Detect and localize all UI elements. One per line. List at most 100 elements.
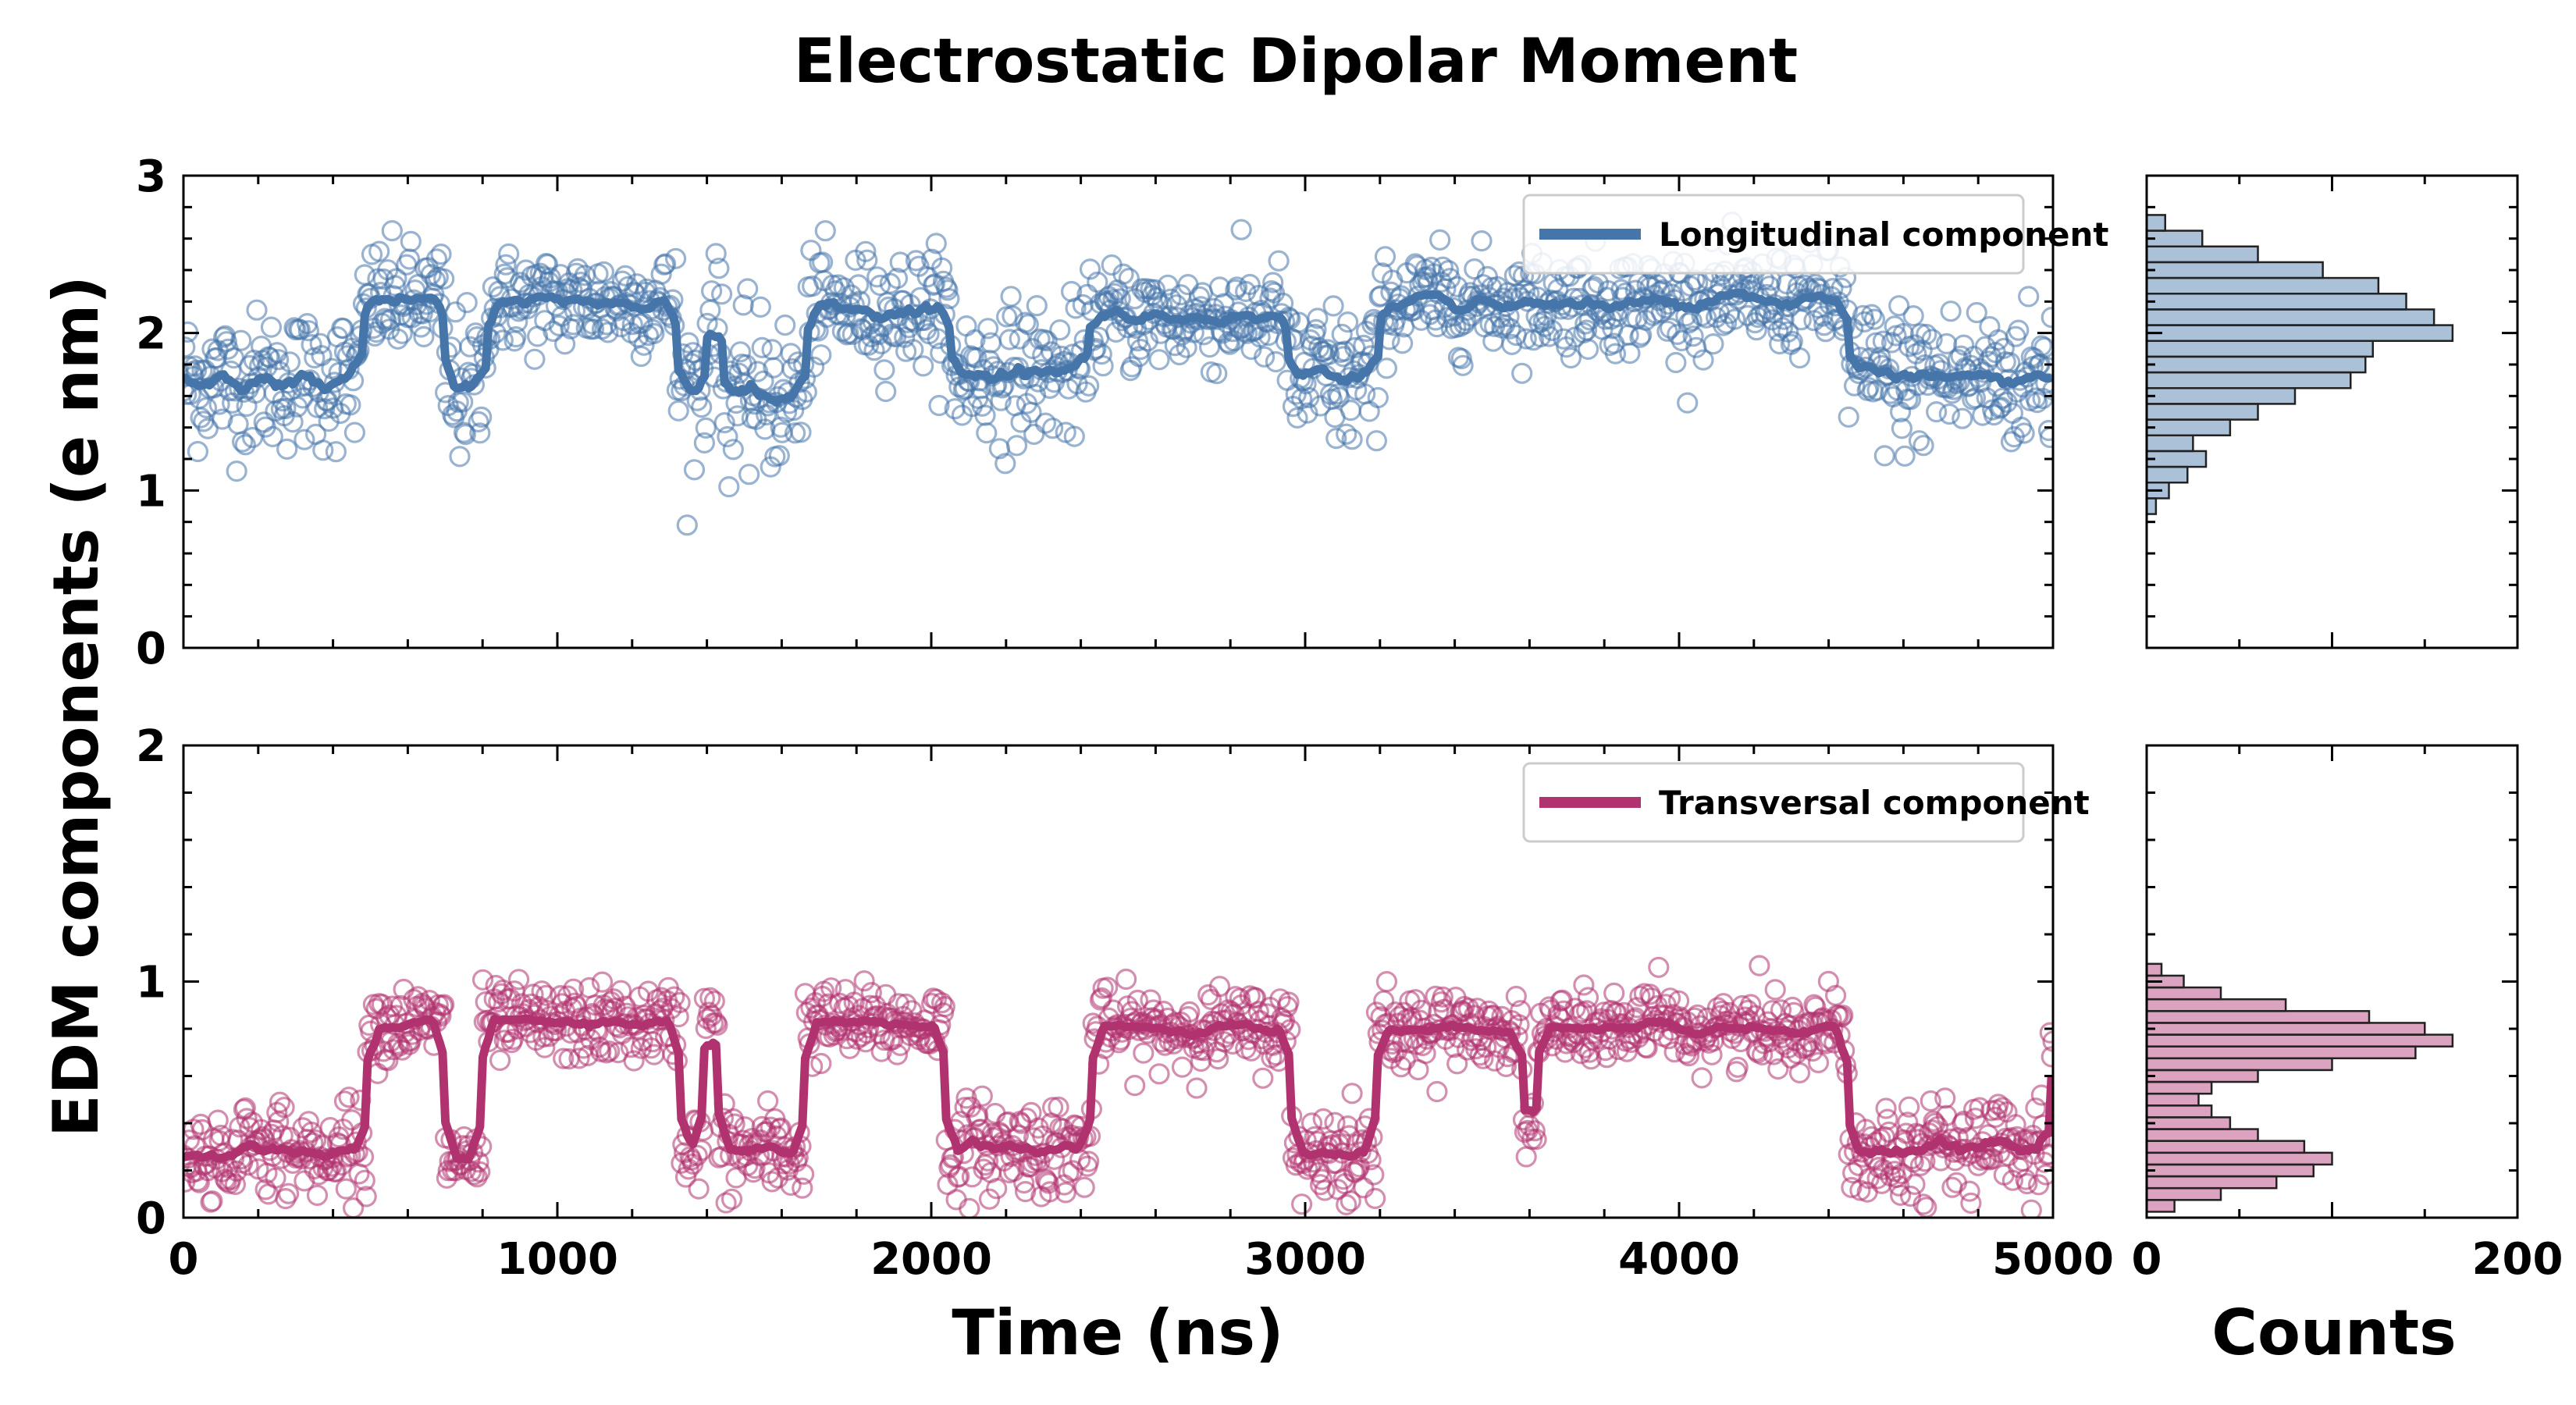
- data-point: [1341, 429, 1363, 450]
- data-point: [1328, 386, 1350, 408]
- data-point: [1993, 337, 2015, 359]
- legend-box: [1522, 194, 2025, 275]
- data-point: [240, 372, 262, 394]
- data-point: [1404, 989, 1426, 1011]
- data-point: [792, 1177, 813, 1199]
- data-point: [278, 1183, 300, 1204]
- data-point: [524, 348, 546, 370]
- data-point: [1745, 319, 1767, 341]
- data-point: [306, 1184, 329, 1207]
- data-point: [1078, 1151, 1100, 1172]
- data-point: [1486, 276, 1508, 297]
- data-point: [2041, 1046, 2053, 1068]
- data-point: [338, 1087, 360, 1108]
- data-point: [297, 1111, 319, 1133]
- data-point: [282, 411, 304, 433]
- data-point: [1353, 1177, 1375, 1199]
- data-point: [1525, 1128, 1547, 1151]
- data-point: [1374, 246, 1397, 268]
- data-point: [251, 1119, 272, 1140]
- data-point: [1016, 1108, 1038, 1129]
- transversal-time-panel: 0 1000 2000 3000 4000 5000 0 1 2 Transversal comp…: [136, 721, 2114, 1285]
- histogram-bar: [2145, 418, 2232, 436]
- data-point: [1979, 315, 2001, 338]
- data-point: [2041, 307, 2053, 329]
- legend: Longitudinal component: [1522, 194, 2108, 275]
- histogram-bar: [2145, 1175, 2278, 1190]
- data-point: [1367, 386, 1389, 409]
- data-point: [735, 354, 757, 376]
- data-point: [1861, 304, 1883, 325]
- data-point: [1014, 311, 1037, 333]
- data-point: [1340, 399, 1361, 422]
- data-point: [1124, 1074, 1146, 1097]
- histogram-bar: [2145, 371, 2352, 389]
- data-point: [1853, 311, 1876, 333]
- data-point: [1938, 403, 1960, 425]
- data-point: [1259, 287, 1281, 309]
- data-point: [2033, 336, 2053, 358]
- data-point: [700, 280, 723, 302]
- data-point: [948, 1165, 970, 1187]
- data-point: [1831, 1006, 1852, 1028]
- histogram-bar: [2145, 962, 2163, 977]
- data-point: [925, 233, 947, 254]
- data-point: [1244, 987, 1267, 1009]
- data-point: [2042, 379, 2053, 401]
- data-point: [888, 993, 909, 1015]
- data-point: [1311, 1168, 1333, 1190]
- data-point: [718, 475, 740, 498]
- hist-x-axis-label: Counts: [2211, 1297, 2456, 1369]
- histogram-bar: [2145, 261, 2324, 279]
- data-point: [1019, 1156, 1041, 1178]
- data-point: [1952, 407, 1973, 429]
- data-point: [1894, 445, 1916, 467]
- data-point: [1312, 1108, 1334, 1130]
- data-point: [333, 1090, 356, 1112]
- data-point: [774, 314, 796, 336]
- histogram-bar: [2145, 355, 2367, 374]
- histogram-bar: [2145, 1140, 2306, 1154]
- histogram-bar: [2145, 403, 2259, 421]
- data-point: [297, 320, 319, 342]
- data-point: [1511, 362, 1533, 384]
- data-point: [224, 1173, 246, 1196]
- histogram-bars: [2145, 214, 2454, 515]
- data-point: [212, 408, 233, 430]
- data-point: [195, 397, 218, 419]
- x-tick-label: 4000: [1618, 1234, 1740, 1285]
- data-point: [1858, 377, 1880, 399]
- data-point: [895, 993, 917, 1016]
- data-point: [610, 980, 632, 1001]
- data-point: [1767, 1058, 1789, 1080]
- data-point: [621, 314, 643, 336]
- x-tick-label: 1000: [496, 1234, 618, 1285]
- data-point: [1505, 985, 1527, 1008]
- data-point: [1300, 1112, 1323, 1134]
- data-point: [1230, 219, 1252, 240]
- histogram-bar: [2145, 1045, 2417, 1060]
- x-axis-label: Time (ns): [952, 1297, 1283, 1369]
- histogram-bar: [2145, 1163, 2314, 1178]
- data-point: [945, 1189, 967, 1211]
- data-point: [802, 276, 824, 297]
- data-point: [1926, 400, 1948, 423]
- series-line: [183, 1014, 2053, 1164]
- data-point: [1909, 1154, 1931, 1176]
- data-point: [1363, 1164, 1385, 1186]
- data-point: [1115, 968, 1137, 991]
- histogram-bar: [2145, 276, 2380, 295]
- data-point: [1002, 305, 1023, 327]
- data-point: [1169, 343, 1190, 366]
- data-point: [630, 1037, 652, 1059]
- data-point: [597, 322, 619, 343]
- data-point: [262, 425, 283, 448]
- data-point: [433, 268, 455, 290]
- data-point: [354, 1169, 375, 1191]
- data-point: [246, 299, 268, 321]
- data-point: [1991, 396, 2012, 418]
- data-point: [1727, 1056, 1749, 1078]
- data-point: [1262, 272, 1284, 293]
- histogram-bar: [2145, 986, 2222, 1001]
- data-point: [683, 459, 706, 481]
